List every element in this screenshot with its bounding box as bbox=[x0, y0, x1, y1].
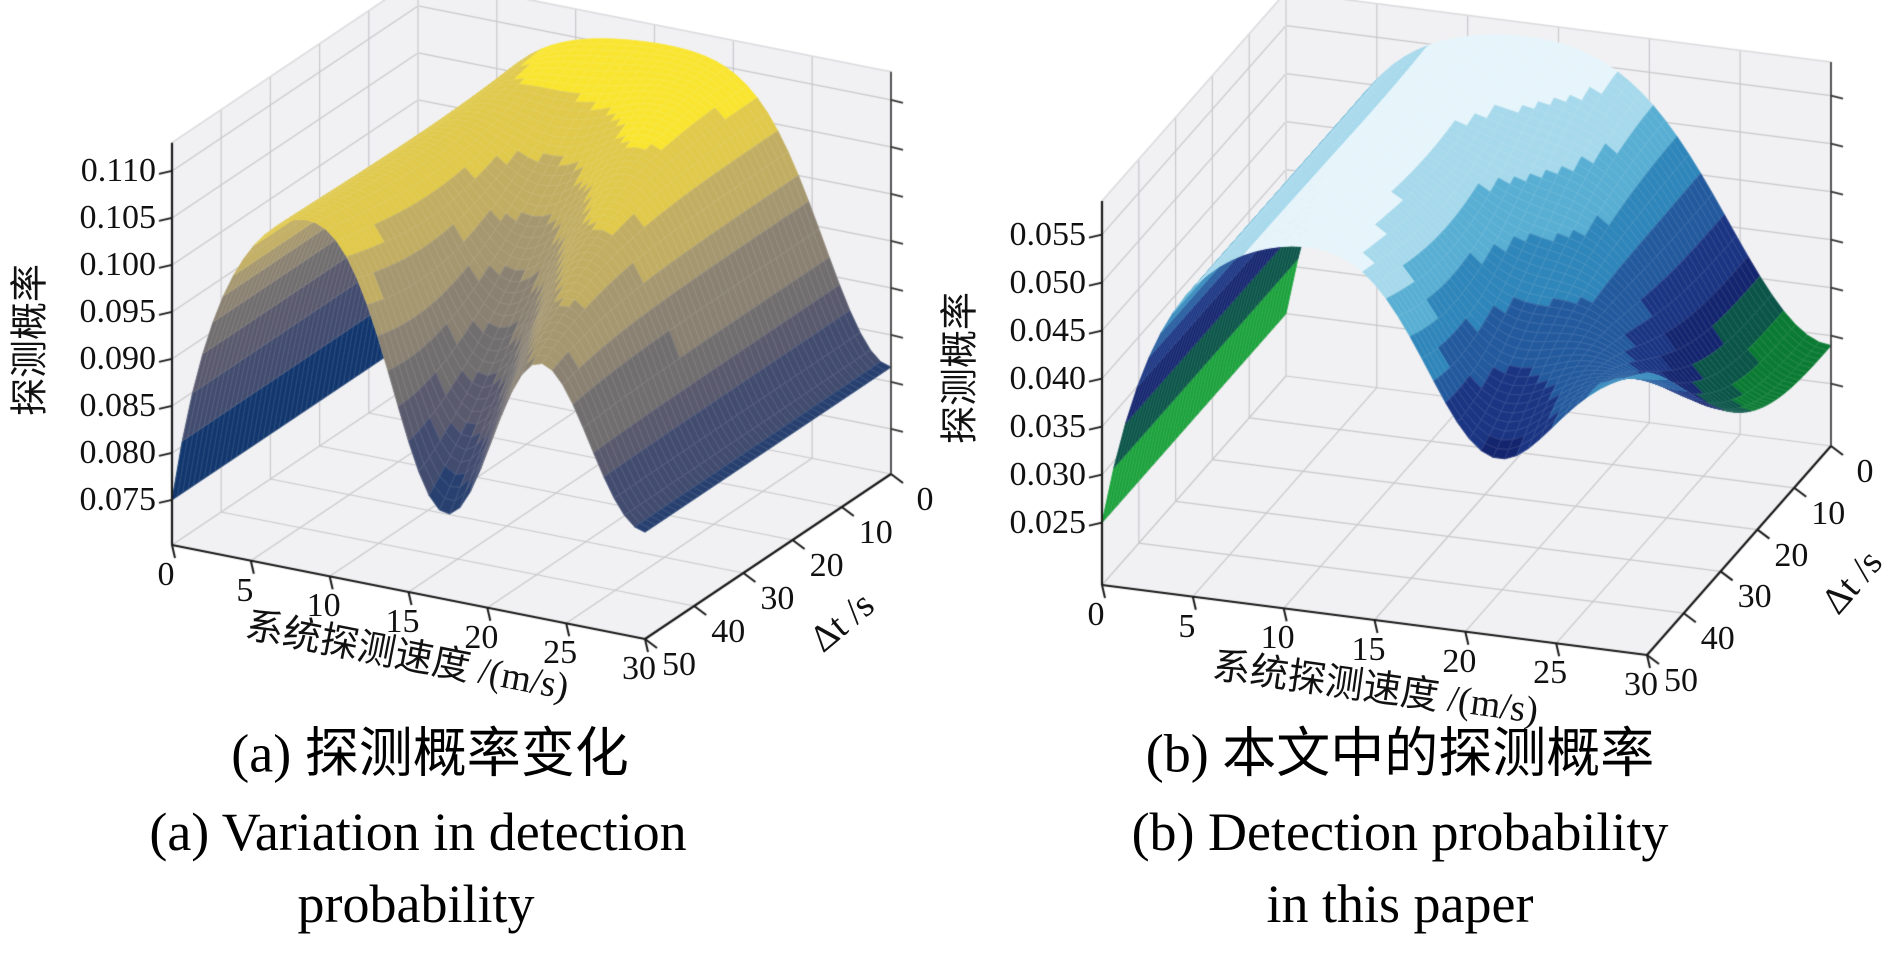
z-tick-label-a: 0.080 bbox=[79, 433, 157, 471]
z-tick-label-a: 0.075 bbox=[79, 480, 157, 518]
z-tick-label-b: 0.050 bbox=[1009, 263, 1087, 301]
z-tick-label-b: 0.055 bbox=[1009, 215, 1087, 253]
y-tick-label-b: 10 bbox=[1811, 494, 1846, 532]
z-tick-label-a: 0.090 bbox=[79, 339, 157, 377]
x-tick-label-b: 5 bbox=[1178, 607, 1196, 645]
plot-a-caption-en-2: probability bbox=[297, 874, 535, 934]
z-tick-label-b: 0.045 bbox=[1009, 311, 1087, 349]
y-tick-label-a: 20 bbox=[809, 547, 844, 584]
plot-a-caption-zh: (a) 探测概率变化 bbox=[231, 723, 629, 784]
z-tick-label-a: 0.085 bbox=[79, 386, 157, 424]
y-tick-label-a: 10 bbox=[858, 514, 893, 551]
plot-a-caption-en-1: (a) Variation in detection bbox=[149, 802, 687, 862]
y-tick-label-a: 50 bbox=[662, 646, 696, 683]
x-tick-label-b: 10 bbox=[1260, 619, 1295, 657]
z-tick-label-b: 0.035 bbox=[1009, 407, 1087, 445]
plot-a-z-axis-label: 探测概率 bbox=[9, 263, 52, 417]
x-tick-label-a: 0 bbox=[157, 556, 175, 593]
x-tick-label-b: 30 bbox=[1624, 666, 1658, 703]
x-tick-label-b: 0 bbox=[1087, 596, 1105, 633]
y-tick-label-b: 0 bbox=[1856, 453, 1874, 490]
x-tick-label-a: 25 bbox=[543, 634, 578, 672]
y-tick-label-a: 30 bbox=[760, 580, 795, 617]
x-tick-label-a: 5 bbox=[236, 571, 254, 609]
y-tick-label-a: 0 bbox=[916, 481, 934, 518]
z-tick-label-b: 0.040 bbox=[1009, 359, 1087, 397]
plot-b-caption-zh: (b) 本文中的探测概率 bbox=[1145, 723, 1655, 784]
z-tick-label-a: 0.100 bbox=[79, 245, 157, 283]
y-tick-label-b: 50 bbox=[1664, 662, 1698, 699]
x-tick-label-a: 10 bbox=[306, 587, 341, 625]
z-tick-label-a: 0.105 bbox=[79, 198, 157, 236]
x-tick-label-b: 15 bbox=[1351, 631, 1386, 668]
x-tick-label-b: 20 bbox=[1442, 642, 1477, 680]
x-tick-label-b: 25 bbox=[1533, 654, 1568, 692]
plot-b-z-axis-label: 探测概率 bbox=[939, 291, 982, 445]
y-tick-label-a: 40 bbox=[711, 613, 746, 650]
x-tick-label-a: 30 bbox=[622, 650, 656, 687]
z-tick-label-a: 0.095 bbox=[79, 292, 157, 330]
y-tick-label-b: 30 bbox=[1737, 578, 1772, 616]
z-tick-label-b: 0.030 bbox=[1009, 455, 1087, 493]
z-tick-label-a: 0.110 bbox=[80, 151, 156, 189]
plot-b-caption-en-2: in this paper bbox=[1266, 874, 1534, 934]
plot-b-caption-en-1: (b) Detection probability bbox=[1131, 802, 1669, 862]
z-tick-label-b: 0.025 bbox=[1009, 503, 1087, 541]
y-tick-label-b: 40 bbox=[1700, 620, 1735, 658]
x-tick-label-a: 20 bbox=[464, 618, 499, 656]
y-tick-label-b: 20 bbox=[1774, 536, 1809, 574]
x-tick-label-a: 15 bbox=[385, 603, 420, 640]
